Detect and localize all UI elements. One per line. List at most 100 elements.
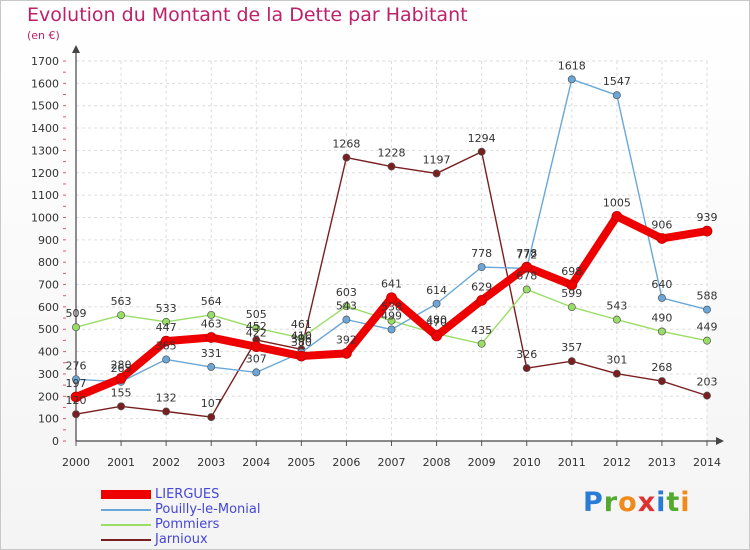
data-label: 641 bbox=[381, 278, 402, 291]
data-label: 357 bbox=[561, 341, 582, 354]
x-tick-label: 2012 bbox=[603, 456, 631, 469]
data-point bbox=[477, 147, 486, 156]
chart-unit: (en €) bbox=[27, 29, 60, 42]
x-tick-label: 2004 bbox=[242, 456, 270, 469]
y-tick-label: 1600 bbox=[31, 77, 59, 90]
data-point bbox=[612, 315, 621, 324]
data-label: 906 bbox=[651, 218, 672, 231]
data-label: 1618 bbox=[558, 59, 586, 72]
data-label: 280 bbox=[111, 358, 132, 371]
logo-letter: i bbox=[680, 487, 691, 518]
data-label: 603 bbox=[336, 286, 357, 299]
legend-label: Jarnioux bbox=[155, 532, 208, 547]
data-point bbox=[207, 310, 216, 319]
data-point bbox=[117, 311, 126, 320]
legend-label: LIERGUES bbox=[155, 487, 220, 502]
data-point bbox=[386, 292, 397, 304]
data-point bbox=[611, 211, 623, 222]
chart-title: Evolution du Montant de la Dette par Hab… bbox=[27, 4, 468, 26]
data-label: 470 bbox=[426, 316, 447, 329]
legend-swatch bbox=[101, 524, 151, 526]
data-point bbox=[612, 369, 621, 378]
data-point bbox=[477, 339, 486, 348]
data-label: 678 bbox=[516, 269, 537, 282]
data-point bbox=[657, 377, 666, 386]
data-point bbox=[162, 355, 171, 364]
data-point bbox=[160, 335, 172, 347]
y-tick-label: 400 bbox=[38, 346, 59, 359]
data-point bbox=[656, 233, 668, 244]
data-label: 499 bbox=[381, 309, 402, 322]
legend-label: Pouilly-le-Monial bbox=[155, 502, 261, 517]
data-label: 265 bbox=[111, 362, 132, 375]
x-tick-label: 2005 bbox=[287, 456, 315, 469]
data-label: 449 bbox=[697, 321, 718, 334]
data-label: 772 bbox=[516, 248, 537, 261]
data-label: 447 bbox=[156, 321, 177, 334]
data-point bbox=[115, 373, 127, 384]
data-point bbox=[521, 261, 533, 273]
data-label: 1547 bbox=[603, 75, 631, 88]
data-point bbox=[566, 279, 578, 291]
data-point bbox=[297, 334, 306, 342]
data-label: 563 bbox=[111, 295, 132, 308]
legend-swatch bbox=[101, 490, 151, 499]
data-point bbox=[162, 317, 171, 326]
data-label: 505 bbox=[246, 308, 267, 321]
data-label: 107 bbox=[201, 397, 222, 410]
data-point bbox=[117, 402, 126, 411]
data-label: 629 bbox=[471, 280, 492, 293]
logo-letter: P bbox=[583, 487, 604, 518]
x-tick-label: 2013 bbox=[648, 456, 676, 469]
data-point bbox=[205, 332, 217, 343]
data-label: 435 bbox=[471, 324, 492, 337]
logo-letter: x bbox=[637, 487, 657, 518]
data-point bbox=[703, 391, 711, 400]
data-label: 197 bbox=[66, 377, 87, 390]
legend-swatch bbox=[101, 539, 151, 541]
x-tick-label: 2002 bbox=[152, 456, 180, 469]
data-label: 380 bbox=[291, 336, 312, 349]
data-label: 778 bbox=[471, 247, 492, 260]
data-label: 614 bbox=[426, 284, 447, 297]
data-point bbox=[567, 357, 576, 366]
data-point bbox=[567, 303, 576, 312]
data-label: 778 bbox=[516, 247, 537, 260]
data-label: 543 bbox=[606, 300, 627, 313]
legend-swatch bbox=[101, 509, 151, 511]
x-tick-label: 2010 bbox=[513, 456, 541, 469]
data-point bbox=[296, 350, 307, 362]
y-tick-label: 300 bbox=[38, 368, 59, 381]
data-point bbox=[567, 75, 576, 84]
data-label: 588 bbox=[697, 290, 718, 303]
y-axis-arrow bbox=[72, 45, 80, 53]
data-point bbox=[701, 225, 713, 237]
y-tick-label: 500 bbox=[38, 323, 59, 336]
data-point bbox=[72, 323, 80, 332]
data-label: 640 bbox=[651, 278, 672, 291]
data-label: 698 bbox=[561, 265, 582, 278]
x-tick-label: 2006 bbox=[332, 456, 360, 469]
y-tick-label: 0 bbox=[52, 435, 59, 448]
data-point bbox=[72, 410, 80, 419]
data-label: 490 bbox=[651, 311, 672, 324]
data-point bbox=[342, 302, 351, 311]
data-label: 564 bbox=[201, 295, 222, 308]
data-point bbox=[432, 299, 441, 308]
data-label: 452 bbox=[246, 320, 267, 333]
x-axis-arrow bbox=[716, 437, 724, 445]
data-label: 509 bbox=[66, 307, 87, 320]
data-point bbox=[207, 413, 216, 422]
data-label: 538 bbox=[381, 301, 402, 314]
data-point bbox=[657, 293, 666, 302]
x-tick-label: 2000 bbox=[62, 456, 90, 469]
plot-area bbox=[76, 61, 707, 441]
data-point bbox=[70, 391, 82, 403]
data-point bbox=[252, 324, 261, 333]
data-label: 132 bbox=[156, 391, 177, 404]
data-label: 307 bbox=[246, 352, 267, 365]
data-label: 155 bbox=[111, 386, 132, 399]
x-tick-label: 2008 bbox=[423, 456, 451, 469]
y-tick-label: 900 bbox=[38, 234, 59, 247]
data-label: 410 bbox=[291, 329, 312, 342]
